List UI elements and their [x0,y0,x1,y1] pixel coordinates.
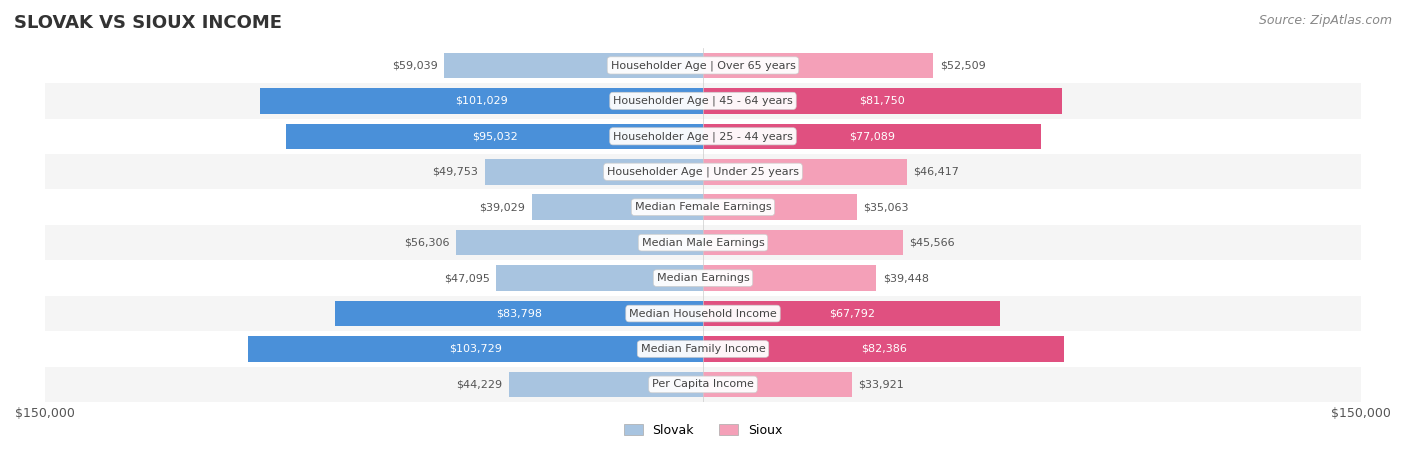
Bar [509,372,703,397]
Text: $44,229: $44,229 [457,380,502,389]
Text: Householder Age | 25 - 44 years: Householder Age | 25 - 44 years [613,131,793,142]
Bar [45,261,1361,296]
Text: Source: ZipAtlas.com: Source: ZipAtlas.com [1258,14,1392,27]
Bar [485,159,703,184]
Text: Householder Age | Under 25 years: Householder Age | Under 25 years [607,167,799,177]
Text: $49,753: $49,753 [432,167,478,177]
Bar [45,225,1361,261]
Bar [703,336,1064,362]
Bar [703,53,934,78]
Bar [45,331,1361,367]
Bar [703,124,1042,149]
Text: $103,729: $103,729 [449,344,502,354]
Text: $101,029: $101,029 [456,96,508,106]
Text: $95,032: $95,032 [471,131,517,142]
Bar [285,124,703,149]
Text: $45,566: $45,566 [910,238,955,248]
Text: $81,750: $81,750 [859,96,905,106]
Text: $52,509: $52,509 [941,60,986,71]
Text: $33,921: $33,921 [859,380,904,389]
Bar [531,194,703,220]
Bar [703,372,852,397]
Text: Per Capita Income: Per Capita Income [652,380,754,389]
Text: $35,063: $35,063 [863,202,908,212]
Bar [45,83,1361,119]
Text: $39,448: $39,448 [883,273,928,283]
Text: $67,792: $67,792 [828,309,875,318]
Bar [703,265,876,291]
Text: Householder Age | 45 - 64 years: Householder Age | 45 - 64 years [613,96,793,106]
Text: $46,417: $46,417 [914,167,959,177]
Text: $83,798: $83,798 [496,309,543,318]
Text: Median Household Income: Median Household Income [628,309,778,318]
Text: $47,095: $47,095 [444,273,489,283]
Text: Median Female Earnings: Median Female Earnings [634,202,772,212]
Bar [45,48,1361,83]
Bar [45,367,1361,402]
Bar [703,230,903,255]
Bar [260,88,703,113]
Bar [444,53,703,78]
Text: $77,089: $77,089 [849,131,896,142]
Text: Householder Age | Over 65 years: Householder Age | Over 65 years [610,60,796,71]
Bar [703,159,907,184]
Bar [247,336,703,362]
Bar [703,301,1001,326]
Bar [456,230,703,255]
Bar [45,154,1361,190]
Text: Median Family Income: Median Family Income [641,344,765,354]
Text: $82,386: $82,386 [860,344,907,354]
Bar [336,301,703,326]
Legend: Slovak, Sioux: Slovak, Sioux [619,419,787,442]
Text: $56,306: $56,306 [404,238,450,248]
Bar [45,119,1361,154]
Text: Median Earnings: Median Earnings [657,273,749,283]
Bar [45,296,1361,331]
Text: SLOVAK VS SIOUX INCOME: SLOVAK VS SIOUX INCOME [14,14,283,32]
Text: $39,029: $39,029 [479,202,526,212]
Bar [703,194,856,220]
Bar [45,190,1361,225]
Bar [703,88,1062,113]
Bar [496,265,703,291]
Text: Median Male Earnings: Median Male Earnings [641,238,765,248]
Text: $59,039: $59,039 [392,60,437,71]
